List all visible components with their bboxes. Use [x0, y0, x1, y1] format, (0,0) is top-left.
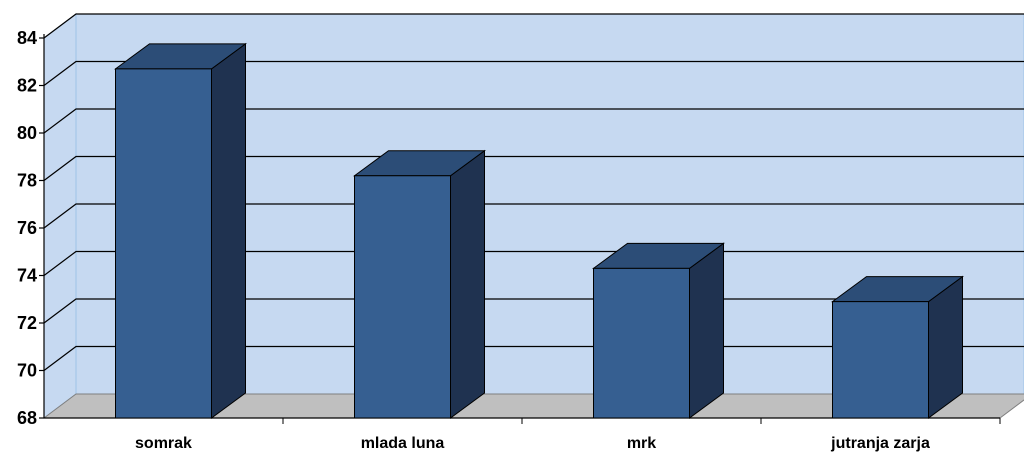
y-tick-label: 72 [17, 313, 37, 333]
gridline [43, 155, 1024, 181]
y-tick-label: 68 [17, 408, 37, 428]
gridline [43, 60, 1024, 86]
x-category-label: mrk [627, 435, 656, 452]
bar-side [450, 149, 485, 419]
y-tick-label: 70 [17, 361, 37, 381]
bar-side [211, 42, 246, 419]
chart-bars [113, 42, 965, 419]
bar-front [354, 175, 451, 419]
x-axis-labels: somrak mlada luna mrk jutranja zarja [135, 435, 930, 452]
bar-front [832, 301, 929, 419]
y-tick-label: 76 [17, 218, 37, 238]
y-axis-ticks: 68 70 72 74 76 78 80 82 84 [17, 28, 37, 428]
x-category-label: mlada luna [361, 435, 445, 452]
bar-front [115, 68, 212, 419]
bar [591, 242, 726, 419]
x-category-label: jutranja zarja [830, 435, 930, 452]
y-tick-label: 78 [17, 171, 37, 191]
bar [830, 275, 965, 419]
gridline [43, 203, 1024, 229]
y-tick-label: 82 [17, 76, 37, 96]
x-category-label: somrak [135, 435, 192, 452]
y-tick-label: 74 [17, 266, 37, 286]
gridline [43, 13, 1024, 39]
bar [113, 42, 248, 419]
gridline [43, 108, 1024, 134]
bar [352, 149, 487, 419]
y-tick-label: 80 [17, 123, 37, 143]
bar-side [689, 242, 724, 419]
bar-front [593, 267, 690, 419]
y-tick-label: 84 [17, 28, 37, 48]
